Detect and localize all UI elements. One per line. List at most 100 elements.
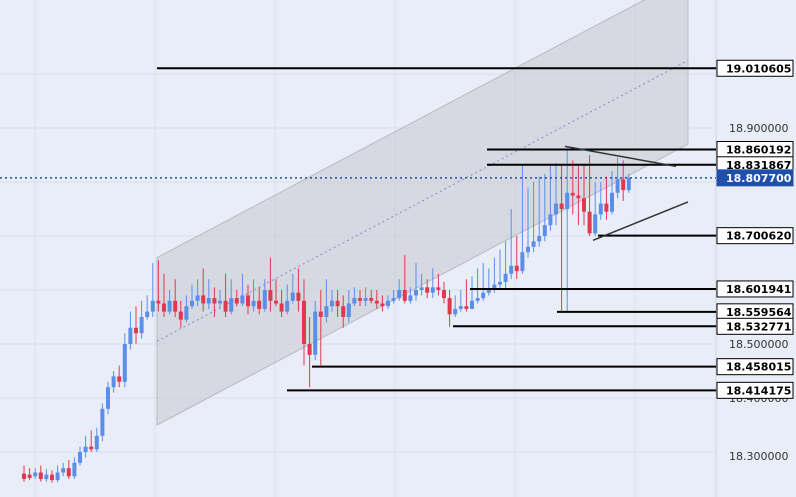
candle-body <box>458 306 463 309</box>
candle-body <box>122 344 127 382</box>
price-tag <box>716 227 794 245</box>
candle-body <box>251 300 256 307</box>
candle-body <box>615 179 620 193</box>
price-tag <box>716 59 794 77</box>
candle-body <box>89 446 94 450</box>
candle-body <box>296 292 301 301</box>
channel-midline <box>156 60 689 342</box>
candle-body <box>229 298 234 312</box>
price-tag <box>716 317 794 335</box>
candle-body <box>156 300 161 304</box>
candle-body <box>218 300 222 304</box>
price-tag <box>716 169 794 187</box>
candle-body <box>78 452 82 463</box>
candle-body <box>514 265 519 272</box>
candle-body <box>178 311 183 320</box>
candle-body <box>223 300 228 312</box>
candle-body <box>453 308 458 315</box>
candle-body <box>470 300 474 309</box>
price-tag-label: 18.414175 <box>726 384 791 397</box>
candle-body <box>565 192 570 209</box>
candle-body <box>436 287 441 290</box>
candle-body <box>117 376 122 382</box>
candle-body <box>162 303 166 312</box>
price-tag-label: 18.458015 <box>726 361 791 374</box>
candle-body <box>285 300 290 312</box>
price-tag-label: 18.601941 <box>726 283 791 296</box>
price-tag-label: 18.807700 <box>726 172 792 185</box>
trend-line-upper <box>564 145 677 168</box>
candle-body <box>184 306 189 320</box>
candle-body <box>44 474 49 479</box>
candle-body <box>397 290 402 299</box>
candle-body <box>257 300 262 309</box>
candle-body <box>330 300 334 307</box>
price-tag-label: 18.700620 <box>726 230 792 243</box>
candle-body <box>341 306 346 317</box>
candle-body <box>55 472 60 481</box>
candle-body <box>318 311 323 317</box>
candle-body <box>173 300 178 312</box>
candle-body <box>72 462 77 477</box>
candle-body <box>598 203 603 215</box>
candle-body <box>22 473 26 479</box>
candle-body <box>610 192 614 212</box>
y-tick-label: 18.300000 <box>729 450 789 463</box>
candle-body <box>240 295 245 304</box>
candle-body <box>262 290 267 309</box>
candle-body <box>475 298 480 301</box>
candle-body <box>542 225 547 236</box>
candle-body <box>559 203 564 209</box>
candle-body <box>167 300 172 312</box>
candle-body <box>66 468 71 477</box>
price-tag <box>716 358 794 376</box>
candle-body <box>335 300 340 307</box>
candle-body <box>386 300 390 307</box>
candle-body <box>621 179 626 191</box>
candle-body <box>554 203 558 215</box>
candle-body <box>94 435 99 450</box>
candle-body <box>290 292 295 301</box>
candle-body <box>531 241 536 247</box>
candle-body <box>430 287 435 293</box>
candle-body <box>425 287 430 293</box>
candle-body <box>464 306 469 309</box>
candle-body <box>486 290 491 293</box>
candle-body <box>106 387 110 409</box>
candle-body <box>346 303 351 317</box>
candle-body <box>27 474 32 478</box>
candle-body <box>212 298 217 304</box>
candle-body <box>442 290 446 299</box>
candle-body <box>313 311 318 355</box>
trend-line-lower <box>592 201 689 242</box>
candle-body <box>358 298 362 301</box>
candle-body <box>100 408 105 436</box>
candle-body <box>587 211 592 234</box>
candle-body <box>206 298 211 304</box>
price-tag-label: 19.010605 <box>726 62 791 75</box>
candle-body <box>498 281 502 285</box>
candle-body <box>374 300 379 304</box>
price-tag-label: 18.831867 <box>726 159 791 172</box>
candle-body <box>548 214 553 226</box>
price-axis[interactable]: 18.900000 18.500000 18.400000 18.300000 <box>729 122 789 463</box>
y-tick-label: 18.500000 <box>729 338 789 351</box>
candle-body <box>139 317 144 334</box>
candle-body <box>570 192 575 196</box>
candle-body <box>447 298 452 315</box>
candle-body <box>307 344 312 355</box>
candle-body <box>274 300 278 304</box>
candle-body <box>150 300 155 312</box>
candle-body <box>134 327 138 334</box>
candle-body <box>302 300 306 344</box>
price-tag-label: 18.860192 <box>726 143 791 156</box>
candle-body <box>268 290 273 301</box>
candle-body <box>582 198 586 212</box>
candle-body <box>352 298 357 304</box>
candle-body <box>391 298 396 301</box>
candle-body <box>111 376 116 388</box>
candle-body <box>201 295 206 304</box>
candle-body <box>419 287 424 290</box>
